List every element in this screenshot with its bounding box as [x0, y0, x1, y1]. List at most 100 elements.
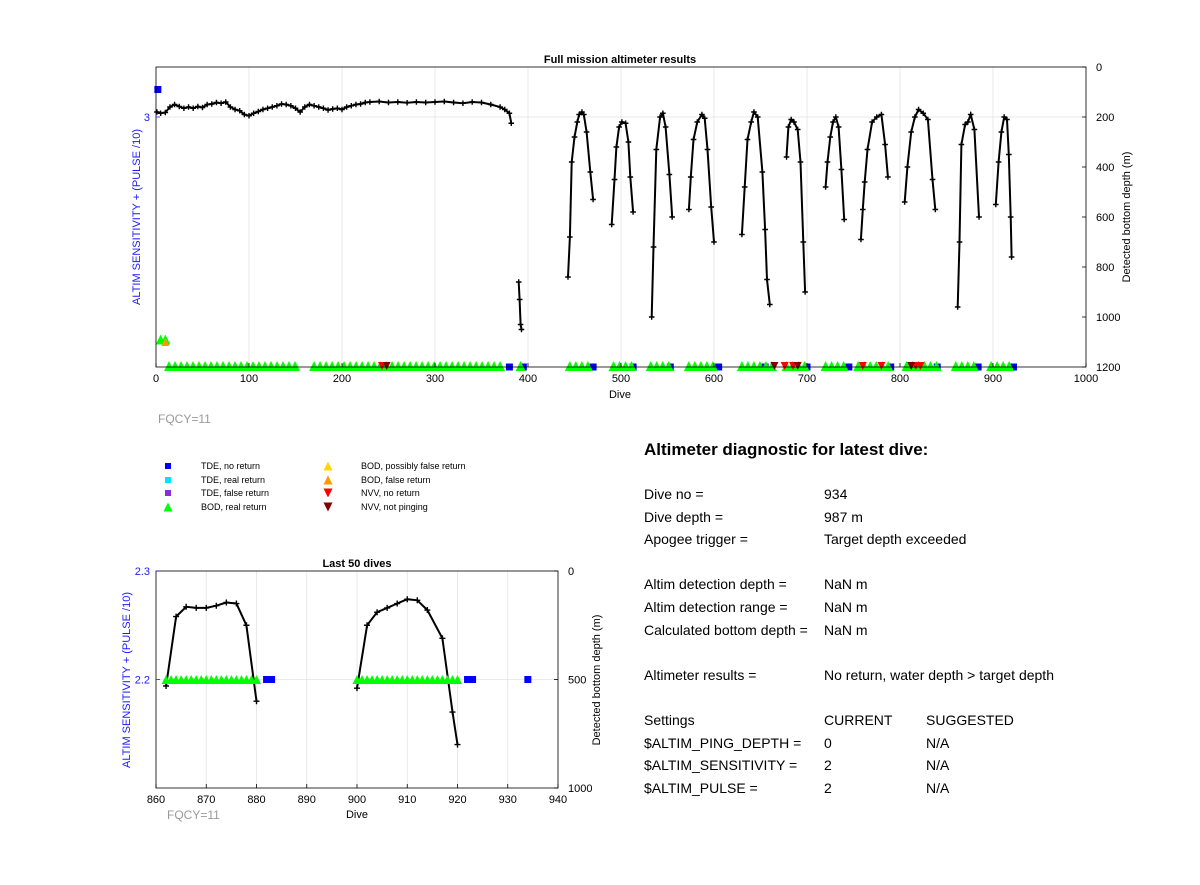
depth-point-marker [822, 184, 829, 190]
depth-point-marker [497, 104, 503, 110]
mission-ticks: 0 100 200 300 400 500 600 700 800 900 1000 0 200 400 6… [144, 62, 1121, 385]
tde-no-return-marker [268, 676, 276, 683]
x-tick-label: 800 [891, 373, 909, 385]
depth-trace-line [994, 115, 1013, 258]
depth-point-marker [288, 102, 294, 109]
depth-point-marker [260, 106, 266, 113]
depth-point-marker [954, 304, 961, 310]
depth-point-marker [478, 99, 485, 106]
diagnostic-title: Altimeter diagnostic for latest dive: [644, 440, 929, 459]
depth-point-marker [835, 124, 842, 130]
mission-grid [155, 67, 1087, 367]
legend-label-bod-false-return: BOD, false return [361, 475, 431, 485]
nvv-no-return-marker [877, 362, 886, 370]
altim-range-row: Altim detection range = NaN m [644, 599, 1184, 622]
depth-trace-line [859, 112, 889, 240]
dive-depth-value: 987 m [824, 508, 863, 525]
legend-marker-bod-possibly-false-return [323, 461, 333, 471]
nvv-not-pinging-marker [770, 362, 779, 370]
pulse-label: $ALTIM_PULSE = [644, 779, 758, 796]
depth-point-marker [590, 196, 596, 203]
depth-point-marker [334, 105, 341, 112]
depth-point-marker [583, 129, 590, 135]
bod-real-return-marker [1004, 361, 1015, 371]
y-left-tick-label: 3 [144, 112, 150, 124]
depth-point-marker [232, 106, 238, 113]
legend-label-tde-false-return: TDE, false return [201, 488, 269, 498]
depth-point-marker [450, 99, 457, 106]
depth-point-marker [320, 105, 327, 112]
y-right-tick-label: 1000 [568, 783, 592, 795]
depth-point-marker [662, 124, 669, 130]
depth-point-marker [404, 596, 411, 603]
altim-range-label: Altim detection range = [644, 598, 788, 615]
depth-point-marker [650, 244, 657, 250]
depth-point-marker [704, 146, 711, 153]
depth-point-marker [367, 99, 373, 105]
depth-point-marker [625, 139, 632, 145]
mission-chart: Full mission altimeter results 0 100 200 30… [131, 54, 1133, 426]
depth-point-marker [302, 104, 308, 110]
legend-label-nvv-no-return: NVV, no return [361, 488, 420, 498]
settings-label: Settings [644, 711, 695, 728]
depth-point-marker [209, 101, 215, 107]
apogee-value: Target depth exceeded [824, 531, 967, 548]
ping-depth-current: 0 [824, 734, 832, 751]
sensitivity-current: 2 [824, 757, 832, 774]
depth-point-marker [516, 296, 523, 303]
depth-point-marker [364, 622, 371, 629]
mission-chart-title: Full mission altimeter results [544, 54, 696, 66]
depth-point-marker [657, 114, 663, 120]
y-left-tick-label: 2.3 [135, 566, 150, 578]
x-tick-label: 600 [705, 373, 723, 385]
depth-point-marker [929, 176, 936, 183]
depth-point-marker [515, 279, 522, 285]
depth-point-marker [992, 201, 999, 208]
legend-label-bod-real-return: BOD, real return [201, 502, 267, 512]
depth-point-marker [348, 102, 355, 109]
x-tick-label: 900 [984, 373, 1002, 385]
nvv-no-return-marker [916, 362, 925, 370]
depth-point-marker [860, 206, 866, 213]
suggested-header: SUGGESTED [926, 711, 1014, 728]
x-tick-label: 860 [147, 794, 165, 806]
nvv-not-pinging-marker [382, 362, 391, 370]
nvv-no-return-marker [858, 362, 867, 370]
depth-point-marker [518, 326, 525, 333]
nvv-no-return-marker [780, 362, 789, 370]
x-tick-label: 880 [247, 794, 265, 806]
depth-point-marker [841, 216, 847, 223]
depth-point-marker [213, 602, 220, 609]
depth-point-marker [176, 103, 183, 110]
depth-point-marker [173, 613, 180, 620]
nvv-not-pinging-marker [793, 362, 802, 370]
pulse-suggested: N/A [926, 779, 950, 796]
x-tick-label: 890 [298, 794, 316, 806]
depth-point-marker [904, 164, 911, 170]
depth-point-marker [998, 129, 1005, 135]
depth-point-marker [666, 171, 673, 178]
depth-point-marker [394, 600, 401, 607]
x-tick-label: 200 [333, 373, 351, 385]
depth-point-marker [199, 104, 206, 111]
x-tick-label: 910 [398, 794, 416, 806]
calc-depth-label: Calculated bottom depth = [644, 621, 808, 638]
depth-trace-line [903, 107, 937, 210]
depth-point-marker [213, 99, 220, 106]
legend-label-tde-no-return: TDE, no return [201, 461, 260, 471]
depth-point-marker [824, 159, 831, 165]
depth-point-marker [274, 102, 280, 109]
depth-point-marker [227, 104, 234, 110]
depth-point-marker [264, 105, 271, 112]
x-tick-label: 940 [549, 794, 567, 806]
depth-point-marker [581, 111, 587, 118]
x-tick-label: 920 [448, 794, 466, 806]
altim-depth-row: Altim detection depth = NaN m [644, 576, 1184, 599]
depth-trace-line [785, 117, 807, 293]
ping-depth-suggested: N/A [926, 734, 950, 751]
dive-no-label: Dive no = [644, 486, 704, 502]
depth-point-marker [449, 709, 456, 716]
last50-chart: Last 50 dives 860 870 880 890 900 910 920 930 94… [121, 558, 603, 822]
depth-point-marker [574, 119, 581, 125]
last50-fqcy-note: FQCY=11 [167, 808, 220, 822]
